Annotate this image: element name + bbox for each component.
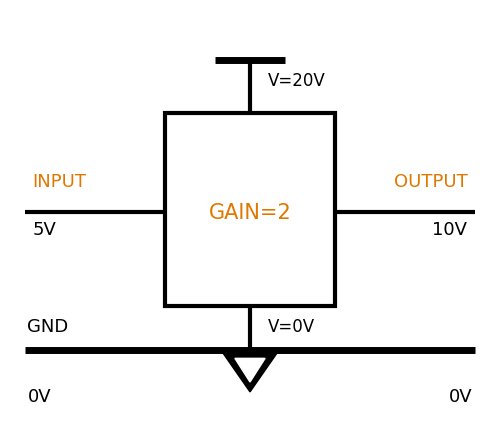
Bar xyxy=(165,114,335,307)
Text: GND: GND xyxy=(28,317,69,336)
Text: 0V: 0V xyxy=(28,387,51,406)
Polygon shape xyxy=(222,353,278,392)
Text: V=20V: V=20V xyxy=(268,72,325,90)
Polygon shape xyxy=(235,358,265,382)
Text: GAIN=2: GAIN=2 xyxy=(208,202,292,223)
Text: OUTPUT: OUTPUT xyxy=(394,173,468,191)
Text: V=0V: V=0V xyxy=(268,317,314,336)
Text: INPUT: INPUT xyxy=(32,173,86,191)
Text: 0V: 0V xyxy=(449,387,472,406)
Text: 10V: 10V xyxy=(432,221,468,239)
Text: 5V: 5V xyxy=(32,221,56,239)
